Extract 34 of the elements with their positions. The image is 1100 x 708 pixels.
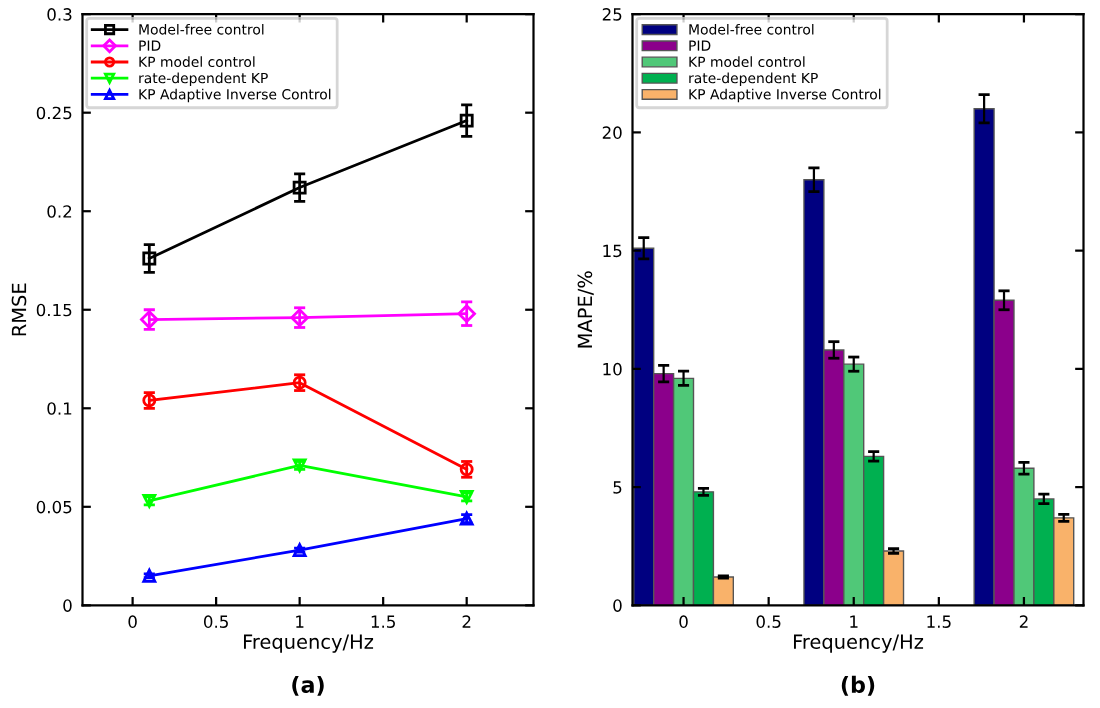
y-tick-label: 0.1 bbox=[47, 402, 72, 415]
point bbox=[459, 113, 474, 128]
y-tick-label: 25 bbox=[602, 8, 622, 21]
point bbox=[457, 304, 476, 323]
text: (a) bbox=[292, 675, 324, 696]
point bbox=[292, 543, 307, 558]
y-axis-title: RMSE bbox=[11, 283, 27, 336]
x-tick-label: 0 bbox=[679, 615, 688, 628]
y-tick-label: 0.2 bbox=[47, 205, 72, 218]
text: (b) bbox=[841, 675, 875, 696]
x-tick-label: 0 bbox=[128, 615, 137, 628]
x-tick-label: 2 bbox=[1019, 615, 1028, 628]
y-tick-label: 15 bbox=[603, 244, 622, 258]
y-tick-label: 10 bbox=[603, 362, 622, 376]
x-axis-title: Frequency/Hz bbox=[243, 634, 374, 653]
y-tick-label: 0.05 bbox=[36, 500, 72, 514]
x-axis-title: Frequency/Hz bbox=[793, 634, 924, 653]
y-tick-label: 0 bbox=[63, 599, 72, 612]
y-tick-label: 0 bbox=[613, 599, 622, 612]
x-tick-label: 1.5 bbox=[371, 615, 395, 628]
point bbox=[142, 251, 157, 266]
y-tick-label: 0.15 bbox=[36, 303, 72, 317]
x-tick-label: 0.5 bbox=[756, 615, 781, 628]
x-tick-label: 1 bbox=[296, 615, 304, 628]
y-axis-title: MAPE/% bbox=[577, 271, 594, 348]
point bbox=[292, 180, 307, 195]
x-tick-label: 2 bbox=[462, 615, 471, 628]
y-tick-label: 0.3 bbox=[47, 8, 72, 21]
x-tick-label: 1.5 bbox=[927, 615, 951, 628]
x-tick-label: 0.5 bbox=[203, 615, 228, 628]
y-tick-label: 5 bbox=[613, 481, 622, 494]
y-tick-label: 0.25 bbox=[36, 106, 72, 120]
y-tick-label: 20 bbox=[602, 126, 622, 139]
x-tick-label: 1 bbox=[850, 615, 858, 628]
